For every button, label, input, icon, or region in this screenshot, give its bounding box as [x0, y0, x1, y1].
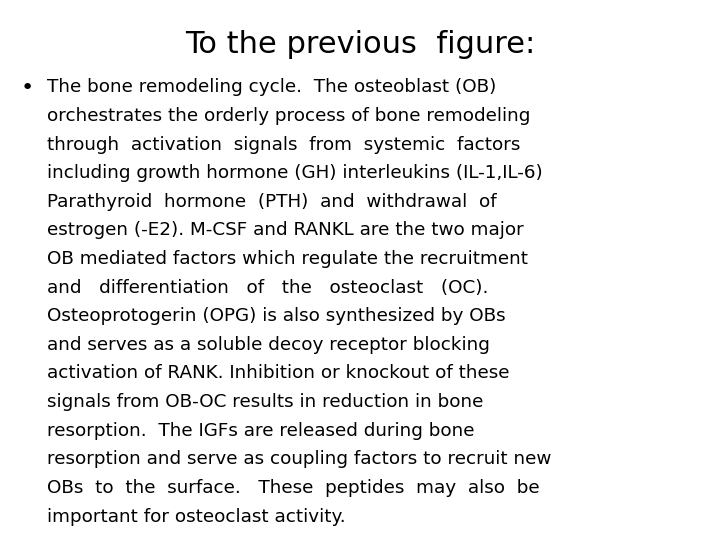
Text: signals from OB-OC results in reduction in bone: signals from OB-OC results in reduction …: [47, 393, 483, 411]
Text: including growth hormone (GH) interleukins (IL-1,IL-6): including growth hormone (GH) interleuki…: [47, 164, 543, 182]
Text: The bone remodeling cycle.  The osteoblast (OB): The bone remodeling cycle. The osteoblas…: [47, 78, 496, 96]
Text: and serves as a soluble decoy receptor blocking: and serves as a soluble decoy receptor b…: [47, 336, 490, 354]
Text: OBs  to  the  surface.   These  peptides  may  also  be: OBs to the surface. These peptides may a…: [47, 479, 539, 497]
Text: important for osteoclast activity.: important for osteoclast activity.: [47, 508, 346, 525]
Text: activation of RANK. Inhibition or knockout of these: activation of RANK. Inhibition or knocko…: [47, 364, 509, 382]
Text: To the previous  figure:: To the previous figure:: [185, 30, 535, 59]
Text: and   differentiation   of   the   osteoclast   (OC).: and differentiation of the osteoclast (O…: [47, 279, 488, 296]
Text: resorption and serve as coupling factors to recruit new: resorption and serve as coupling factors…: [47, 450, 552, 468]
Text: OB mediated factors which regulate the recruitment: OB mediated factors which regulate the r…: [47, 250, 528, 268]
Text: estrogen (-E2). M-CSF and RANKL are the two major: estrogen (-E2). M-CSF and RANKL are the …: [47, 221, 523, 239]
Text: orchestrates the orderly process of bone remodeling: orchestrates the orderly process of bone…: [47, 107, 530, 125]
Text: through  activation  signals  from  systemic  factors: through activation signals from systemic…: [47, 136, 520, 153]
Text: Parathyroid  hormone  (PTH)  and  withdrawal  of: Parathyroid hormone (PTH) and withdrawal…: [47, 193, 496, 211]
Text: resorption.  The IGFs are released during bone: resorption. The IGFs are released during…: [47, 422, 474, 440]
Text: Osteoprotogerin (OPG) is also synthesized by OBs: Osteoprotogerin (OPG) is also synthesize…: [47, 307, 505, 325]
Text: •: •: [20, 78, 33, 98]
